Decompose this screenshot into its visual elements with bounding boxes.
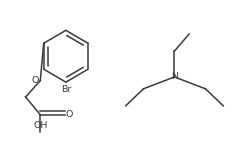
Text: N: N	[171, 73, 178, 81]
Text: Br: Br	[61, 85, 71, 94]
Text: O: O	[32, 76, 39, 85]
Text: O: O	[66, 110, 73, 119]
Text: OH: OH	[33, 122, 47, 130]
